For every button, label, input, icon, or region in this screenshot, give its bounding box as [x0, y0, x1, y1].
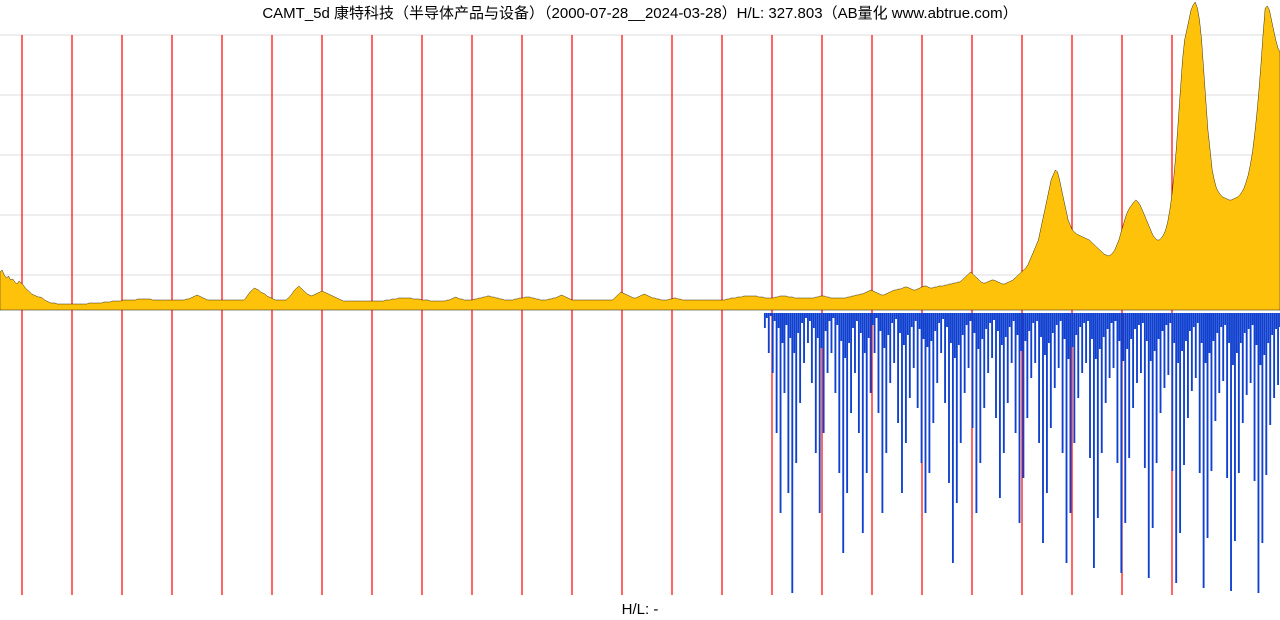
chart-footer: H/L: -	[0, 601, 1280, 618]
price-chart	[0, 0, 1280, 620]
